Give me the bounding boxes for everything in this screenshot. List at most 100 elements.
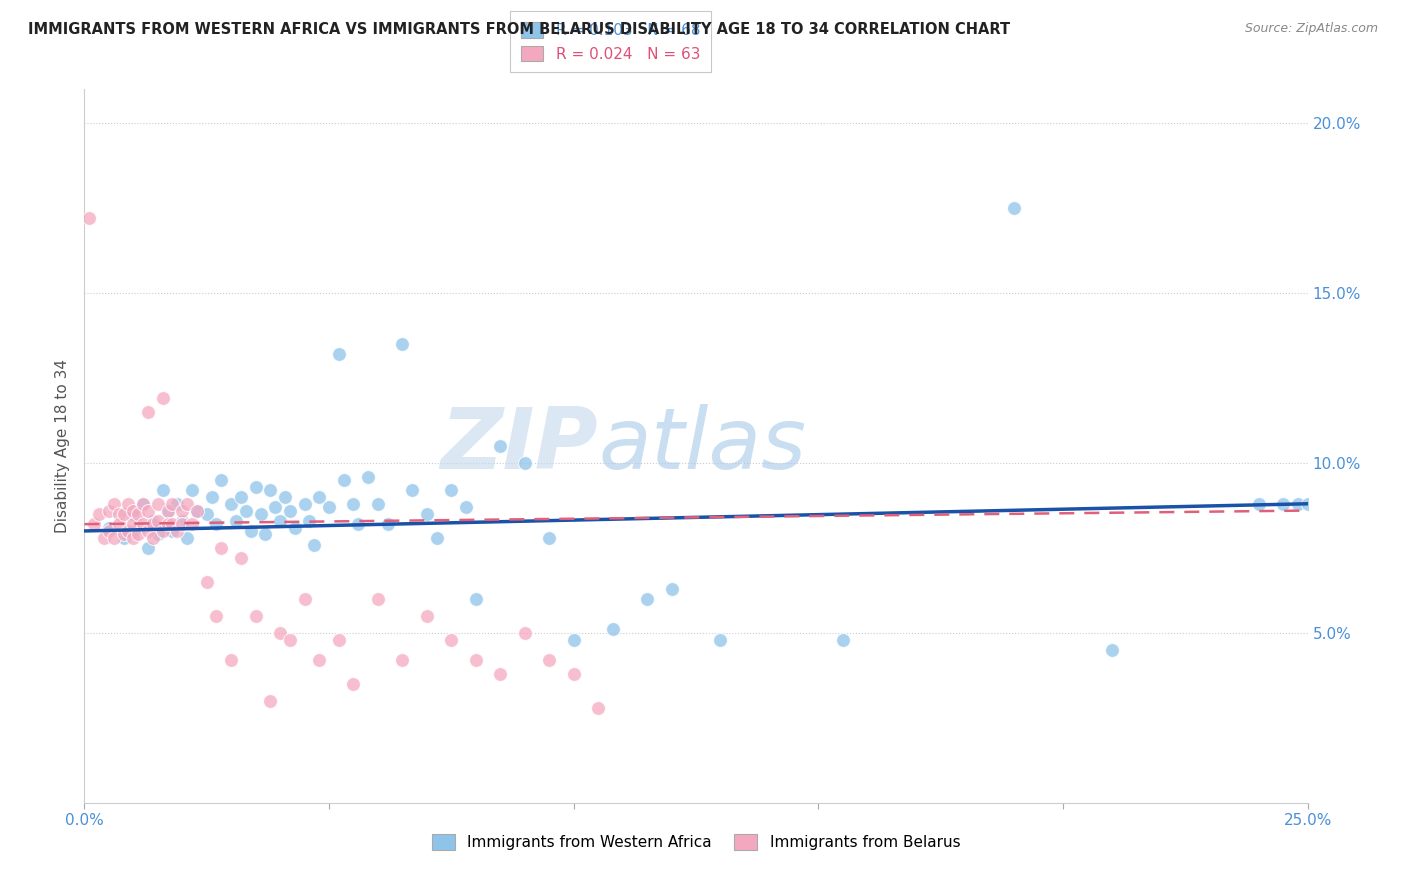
Point [181,483,204,498]
Point [152,483,174,498]
Point [284,520,307,534]
Point [259,483,281,498]
Point [1247,497,1270,511]
Y-axis label: Disability Age 18 to 34: Disability Age 18 to 34 [55,359,70,533]
Point [602,623,624,637]
Point [127,507,149,521]
Point [513,456,536,470]
Point [219,653,242,667]
Point [162,517,184,532]
Point [166,524,188,538]
Point [401,483,423,498]
Point [93,531,115,545]
Point [219,497,242,511]
Point [562,666,585,681]
Point [122,503,145,517]
Point [347,517,370,532]
Point [454,500,477,515]
Point [416,608,439,623]
Point [357,469,380,483]
Point [426,531,449,545]
Point [122,517,145,532]
Point [294,497,316,511]
Point [304,537,326,551]
Point [146,514,169,528]
Point [709,632,731,647]
Point [264,500,287,515]
Point [112,507,135,521]
Point [172,517,194,532]
Point [1286,497,1309,511]
Point [636,591,658,606]
Point [103,531,125,545]
Point [209,541,232,555]
Point [112,531,135,545]
Point [205,608,228,623]
Point [367,497,389,511]
Point [235,503,257,517]
Point [464,653,486,667]
Point [152,392,174,406]
Point [391,653,413,667]
Point [308,490,330,504]
Point [254,527,277,541]
Point [239,524,262,538]
Point [416,507,439,521]
Point [186,503,208,517]
Point [586,700,609,714]
Point [142,517,165,532]
Point [308,653,330,667]
Point [136,541,159,555]
Point [172,514,194,528]
Point [162,497,184,511]
Point [156,517,179,532]
Point [142,531,165,545]
Point [156,503,179,517]
Point [229,490,252,504]
Point [562,632,585,647]
Point [200,490,222,504]
Point [87,507,110,521]
Point [83,517,105,532]
Point [117,497,139,511]
Point [107,517,129,532]
Point [97,520,120,534]
Point [1272,497,1295,511]
Point [97,524,120,538]
Point [464,591,486,606]
Point [249,507,271,521]
Point [122,531,145,545]
Point [538,531,561,545]
Point [489,439,512,453]
Point [367,591,389,606]
Point [209,473,232,487]
Point [328,632,350,647]
Point [318,500,340,515]
Point [377,517,399,532]
Point [132,517,155,532]
Text: IMMIGRANTS FROM WESTERN AFRICA VS IMMIGRANTS FROM BELARUS DISABILITY AGE 18 TO 3: IMMIGRANTS FROM WESTERN AFRICA VS IMMIGR… [28,22,1011,37]
Legend: Immigrants from Western Africa, Immigrants from Belarus: Immigrants from Western Africa, Immigran… [423,825,969,859]
Point [245,480,267,494]
Text: Source: ZipAtlas.com: Source: ZipAtlas.com [1244,22,1378,36]
Point [172,503,194,517]
Point [195,507,218,521]
Point [162,524,184,538]
Point [195,574,218,589]
Point [513,626,536,640]
Point [176,497,198,511]
Point [269,626,291,640]
Point [205,517,228,532]
Point [831,632,853,647]
Point [77,211,100,226]
Point [332,473,354,487]
Point [146,497,169,511]
Point [142,514,165,528]
Point [146,527,169,541]
Point [156,503,179,517]
Point [269,514,291,528]
Point [122,524,145,538]
Point [186,503,208,517]
Point [225,514,247,528]
Point [112,527,135,541]
